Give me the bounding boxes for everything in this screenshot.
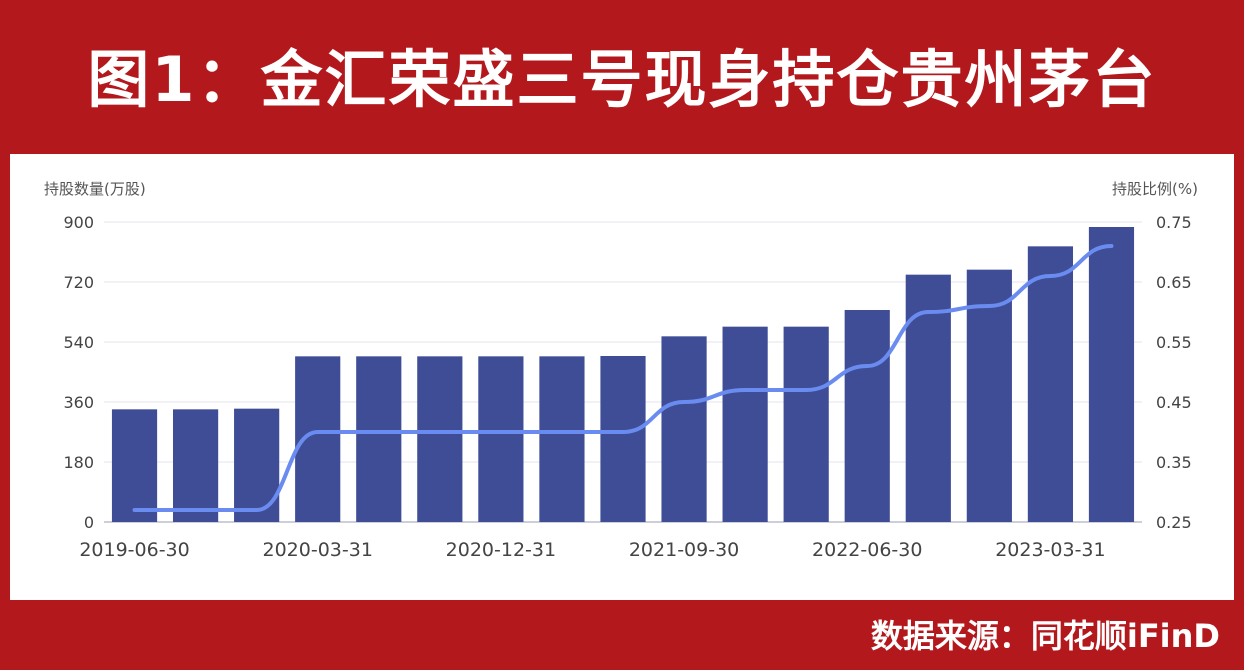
x-tick-label: 2020-03-31 [262, 539, 372, 561]
bar [783, 326, 829, 522]
bar [600, 356, 646, 522]
bar [1027, 246, 1074, 522]
x-tick-label: 2022-06-30 [812, 539, 922, 561]
y-tick-label-right: 0.25 [1156, 513, 1192, 532]
bar [844, 310, 890, 522]
data-source: 数据来源：同花顺iFinD [870, 617, 1220, 655]
line-series [132, 244, 1114, 512]
bar [478, 356, 524, 522]
y-tick-label-left: 540 [63, 333, 94, 352]
bar [172, 409, 219, 522]
chart-title: 图1：金汇荣盛三号现身持仓贵州茅台 [87, 43, 1157, 116]
bar [111, 409, 158, 522]
y-tick-label-left: 900 [63, 213, 94, 232]
x-tick-label: 2019-06-30 [79, 539, 189, 561]
y-tick-label-left: 720 [63, 273, 94, 292]
y-axis-title-left: 持股数量(万股) [44, 180, 146, 198]
chart-panel: 持股数量(万股) 持股比例(%) 0 180 360 540 720 900 0.25 0.… [10, 154, 1234, 600]
bar [1088, 227, 1135, 522]
y-axis-title-right: 持股比例(%) [1112, 180, 1198, 198]
bar [539, 356, 585, 522]
y-tick-label-left: 180 [63, 453, 94, 472]
bar [417, 356, 463, 522]
bar [722, 326, 768, 522]
bar [234, 408, 280, 522]
y-tick-label-right: 0.55 [1156, 333, 1192, 352]
y-tick-label-right: 0.75 [1156, 213, 1192, 232]
y-tick-label-right: 0.65 [1156, 273, 1192, 292]
ratio-line [132, 244, 1114, 512]
y-tick-label-left: 360 [63, 393, 94, 412]
x-tick-label: 2023-03-31 [995, 539, 1105, 561]
x-axis: 2019-06-30 2020-03-31 2020-12-31 2021-09-30… [79, 539, 1105, 561]
bar [661, 336, 707, 522]
y-axis-right: 0.25 0.35 0.45 0.55 0.65 0.75 [1156, 213, 1192, 532]
bar-series [111, 227, 1135, 522]
x-tick-label: 2020-12-31 [446, 539, 556, 561]
y-tick-label-right: 0.45 [1156, 393, 1192, 412]
bar [966, 269, 1012, 522]
y-tick-label-left: 0 [84, 513, 94, 532]
y-tick-label-right: 0.35 [1156, 453, 1192, 472]
bar [356, 356, 402, 522]
y-axis-left: 0 180 360 540 720 900 [63, 213, 94, 532]
x-tick-label: 2021-09-30 [629, 539, 739, 561]
